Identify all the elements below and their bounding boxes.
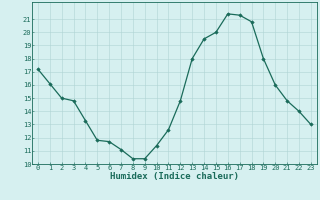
X-axis label: Humidex (Indice chaleur): Humidex (Indice chaleur) [110,172,239,181]
